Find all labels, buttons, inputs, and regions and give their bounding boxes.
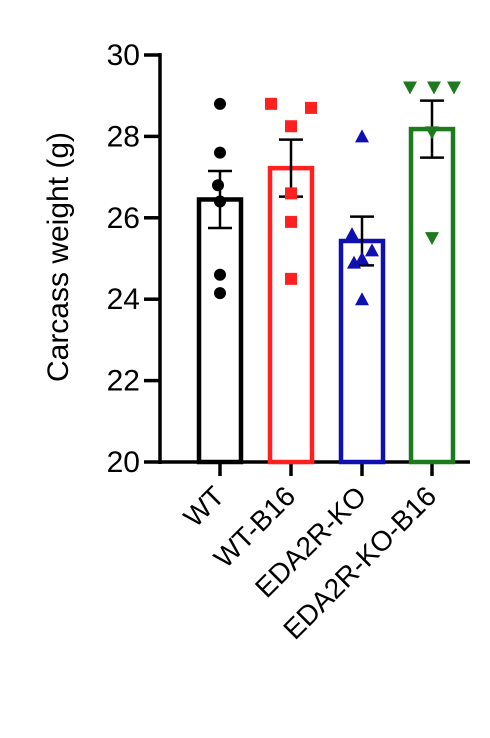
bars: [196, 126, 456, 465]
data-points: [212, 81, 461, 306]
y-tick-label: 28: [107, 120, 140, 153]
data-point: [305, 101, 317, 114]
y-tick-label: 30: [107, 39, 140, 72]
y-tick-label: 24: [107, 283, 140, 316]
y-tick-label: 26: [107, 202, 140, 235]
data-point: [355, 292, 369, 306]
data-point: [403, 81, 417, 95]
axes: 20 22 24 26 28 30: [107, 39, 470, 479]
data-point: [355, 129, 369, 143]
bar: [267, 165, 315, 465]
data-point: [285, 272, 297, 285]
data-point: [427, 81, 441, 95]
data-point: [285, 215, 297, 228]
data-point: [285, 187, 297, 200]
data-point: [212, 179, 224, 192]
data-point: [447, 81, 461, 95]
data-point: [265, 97, 277, 110]
data-point: [214, 287, 226, 300]
y-tick-label: 22: [107, 365, 140, 398]
data-point: [285, 120, 297, 133]
category-label: WT: [178, 480, 231, 533]
bar: [196, 197, 244, 465]
data-point: [425, 232, 439, 246]
data-point: [214, 146, 226, 159]
data-point: [347, 255, 361, 269]
error-bars: [208, 99, 444, 267]
bar: [338, 238, 386, 465]
data-point: [214, 268, 226, 281]
data-point: [214, 97, 226, 110]
data-point: [214, 195, 226, 208]
data-point: [365, 243, 379, 257]
y-axis-title: Carcass weight (g): [42, 132, 75, 382]
data-point: [345, 227, 359, 241]
bar: [408, 126, 456, 465]
y-tick-label: 20: [107, 446, 140, 479]
data-point: [425, 126, 439, 140]
data-point: [355, 251, 369, 265]
